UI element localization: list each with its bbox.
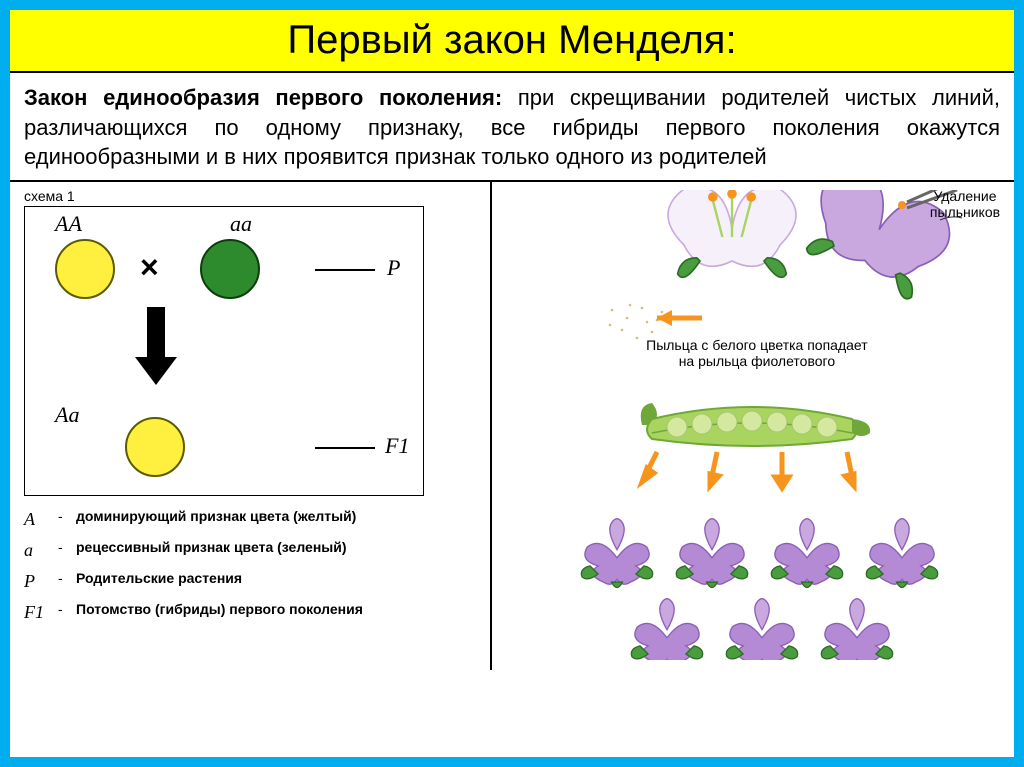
law-bold: Закон единообразия первого поколения:: [24, 85, 502, 110]
legend-row-A: A - доминирующий признак цвета (желтый): [24, 506, 480, 533]
genotype-aa: aa: [230, 211, 252, 237]
pea-pod: [641, 403, 870, 446]
offspring-flower: [821, 599, 892, 660]
law-definition: Закон единообразия первого поколения: пр…: [10, 73, 1014, 180]
panels: схема 1 AA aa × P Aa F1 A - доминирующий…: [10, 180, 1014, 670]
offspring-flower: [631, 599, 702, 660]
offspring-flower: [726, 599, 797, 660]
scheme-label: схема 1: [24, 188, 480, 204]
legend-txt-P: Родительские растения: [76, 568, 242, 595]
anther-annotation: Удаление пыльников: [920, 188, 1010, 220]
legend-sym-a: a: [24, 537, 58, 564]
arrow-head: [135, 357, 177, 385]
scheme-box: AA aa × P Aa F1: [24, 206, 424, 496]
legend-dash: -: [58, 599, 76, 626]
genotype-AA: AA: [55, 211, 82, 237]
legend: A - доминирующий признак цвета (желтый) …: [24, 506, 480, 626]
title-bar: Первый закон Менделя:: [10, 10, 1014, 73]
gen-line-p: [315, 269, 375, 271]
cross-symbol: ×: [140, 249, 159, 286]
legend-row-F1: F1 - Потомство (гибриды) первого поколен…: [24, 599, 480, 626]
legend-dash: -: [58, 537, 76, 564]
gen-f1-label: F1: [385, 433, 409, 459]
genotype-Aa: Aa: [55, 402, 79, 428]
legend-dash: -: [58, 568, 76, 595]
pollen-dots: [609, 304, 664, 340]
pollen-annotation: Пыльца с белого цветка попадает на рыльц…: [642, 337, 872, 369]
open-flower-left: [668, 190, 796, 277]
offspring-flower: [866, 519, 937, 588]
legend-txt-A: доминирующий признак цвета (желтый): [76, 506, 356, 533]
legend-row-a: a - рецессивный признак цвета (зеленый): [24, 537, 480, 564]
scheme-panel: схема 1 AA aa × P Aa F1 A - доминирующий…: [10, 180, 492, 670]
flower-panel: Удаление пыльников Пыльца с белого цветк…: [492, 180, 1014, 670]
page-title: Первый закон Менделя:: [10, 18, 1014, 63]
flower-illustration: [502, 190, 1002, 660]
legend-sym-A: A: [24, 506, 58, 533]
legend-row-P: P - Родительские растения: [24, 568, 480, 595]
down-arrows: [642, 452, 854, 488]
parent-yellow-circle: [55, 239, 115, 299]
legend-txt-a: рецессивный признак цвета (зеленый): [76, 537, 347, 564]
legend-sym-F1: F1: [24, 599, 58, 626]
gen-p-label: P: [387, 255, 400, 281]
parent-green-circle: [200, 239, 260, 299]
pollen-arrow: [657, 310, 702, 326]
offspring-flower: [771, 519, 842, 588]
f1-yellow-circle: [125, 417, 185, 477]
offspring-flower: [676, 519, 747, 588]
legend-dash: -: [58, 506, 76, 533]
offspring-flower: [581, 519, 652, 588]
arrow-shaft: [147, 307, 165, 362]
legend-sym-P: P: [24, 568, 58, 595]
gen-line-f1: [315, 447, 375, 449]
legend-txt-F1: Потомство (гибриды) первого поколения: [76, 599, 363, 626]
